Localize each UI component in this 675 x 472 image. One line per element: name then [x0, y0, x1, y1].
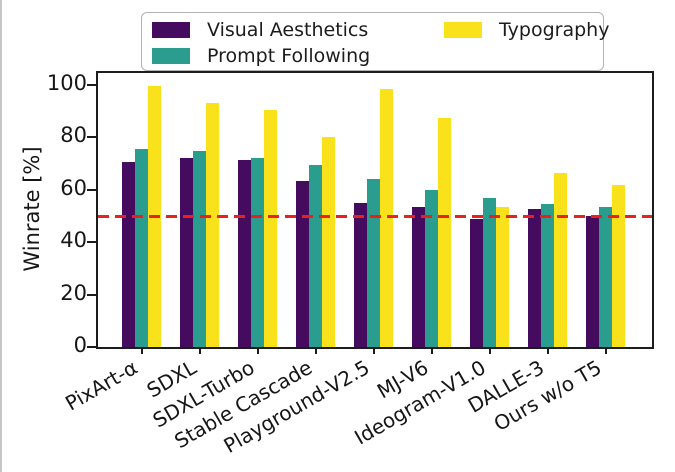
bar-prompt-following-2 — [251, 158, 264, 347]
y-tick-label-100: 100 — [46, 71, 87, 95]
bar-typography-1 — [206, 103, 219, 347]
legend-item-visual-aesthetics: Visual Aesthetics — [152, 18, 368, 42]
y-tick-label-40: 40 — [60, 228, 87, 253]
x-tick-mark — [314, 347, 317, 354]
bar-prompt-following-0 — [135, 149, 148, 347]
bar-prompt-following-3 — [309, 164, 322, 347]
bar-visual-aesthetics-5 — [412, 206, 425, 347]
y-tick-mark — [87, 84, 96, 86]
y-tick-label-20: 20 — [60, 280, 87, 305]
bar-visual-aesthetics-4 — [354, 202, 367, 347]
bar-typography-6 — [496, 206, 509, 347]
bar-typography-5 — [438, 117, 451, 347]
bar-visual-aesthetics-2 — [238, 159, 251, 347]
y-tick-mark — [87, 293, 96, 296]
y-tick-mark — [87, 136, 96, 139]
legend-item-typography: Typography — [444, 18, 609, 42]
bar-prompt-following-6 — [483, 197, 496, 347]
bar-typography-2 — [264, 109, 277, 347]
y-tick-mark — [87, 346, 96, 348]
x-tick-mark — [604, 347, 607, 354]
bar-prompt-following-7 — [541, 204, 554, 347]
bar-visual-aesthetics-6 — [470, 218, 483, 347]
legend-swatch-icon — [152, 22, 190, 38]
y-axis-label: Winrate [%] — [20, 146, 44, 272]
bar-prompt-following-1 — [193, 150, 206, 347]
x-tick-mark — [430, 347, 433, 354]
reference-line-50pct — [98, 214, 652, 218]
screenshot-left-edge — [0, 0, 2, 472]
bar-prompt-following-5 — [425, 189, 438, 347]
bar-visual-aesthetics-0 — [122, 162, 135, 347]
bar-prompt-following-8 — [599, 206, 612, 347]
legend-item-prompt-following: Prompt Following — [152, 44, 370, 68]
x-tick-label-0: PixArt-α — [61, 355, 142, 416]
y-tick-mark — [87, 241, 96, 244]
x-tick-mark — [140, 347, 143, 354]
y-tick-label-0: 0 — [73, 333, 87, 357]
legend-label: Visual Aesthetics — [207, 19, 369, 41]
x-tick-mark — [198, 347, 201, 354]
bar-typography-8 — [612, 184, 625, 347]
legend: Visual Aesthetics Prompt Following Typogra… — [141, 12, 609, 71]
bar-visual-aesthetics-7 — [528, 209, 541, 347]
y-tick-label-60: 60 — [60, 175, 87, 200]
plot-area — [87, 71, 654, 354]
legend-label: Typography — [499, 19, 610, 41]
x-tick-mark — [488, 347, 491, 354]
bar-typography-4 — [380, 88, 393, 347]
y-tick-mark — [87, 188, 96, 191]
x-tick-mark — [256, 347, 259, 354]
legend-label: Prompt Following — [207, 45, 371, 67]
bar-visual-aesthetics-3 — [296, 180, 309, 347]
x-tick-mark — [546, 347, 549, 354]
legend-swatch-icon — [152, 48, 190, 64]
y-tick-label-80: 80 — [60, 123, 87, 148]
bar-visual-aesthetics-1 — [180, 158, 193, 347]
x-tick-mark — [372, 347, 375, 354]
bar-typography-7 — [554, 172, 567, 347]
bar-visual-aesthetics-8 — [586, 216, 599, 347]
bar-prompt-following-4 — [367, 179, 380, 347]
bar-typography-3 — [322, 137, 335, 347]
legend-swatch-icon — [444, 22, 482, 38]
